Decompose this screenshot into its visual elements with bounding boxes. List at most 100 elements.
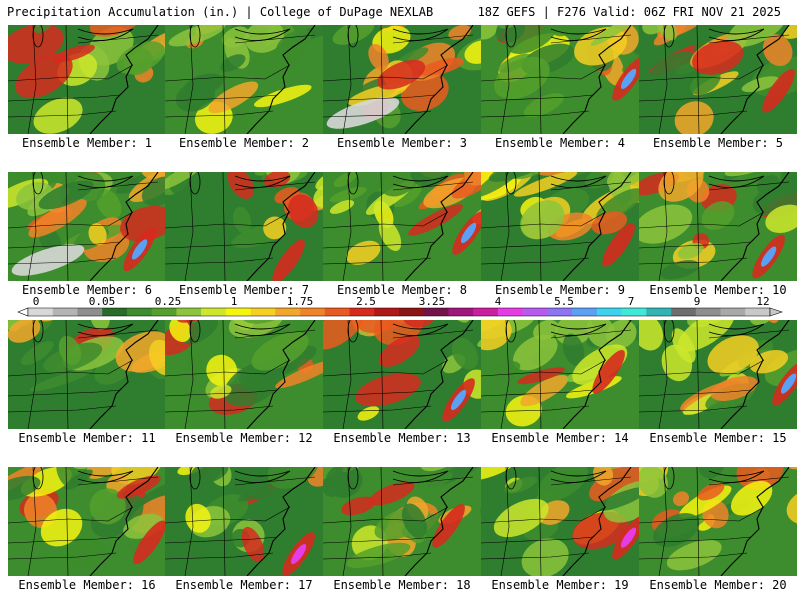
legend-swatch (152, 308, 177, 316)
member-caption: Ensemble Member: 2 (165, 136, 323, 150)
precipitation-map (481, 25, 639, 134)
legend-swatch (102, 308, 127, 316)
legend-swatch (226, 308, 251, 316)
precipitation-map (165, 467, 323, 576)
legend-swatch (77, 308, 102, 316)
legend-swatch (448, 308, 473, 316)
legend-swatch (325, 308, 350, 316)
legend-swatch (696, 308, 721, 316)
precipitation-map (8, 172, 166, 281)
ensemble-panel: Ensemble Member: 18 (323, 467, 481, 604)
legend-tick-label: 9 (694, 295, 701, 308)
legend-swatch (646, 308, 671, 316)
member-caption: Ensemble Member: 20 (639, 578, 797, 592)
legend-tick-label: 4 (495, 295, 502, 308)
precipitation-map (481, 320, 639, 429)
legend-tick-label: 12 (756, 295, 769, 308)
legend-swatch (424, 308, 449, 316)
legend-swatch (127, 308, 152, 316)
page-title: Precipitation Accumulation (in.) | Colle… (7, 5, 433, 19)
precipitation-map (639, 467, 797, 576)
ensemble-panel: Ensemble Member: 11 (8, 320, 166, 457)
precipitation-map (165, 172, 323, 281)
precipitation-map (481, 172, 639, 281)
legend-swatch (745, 308, 770, 316)
ensemble-panel: Ensemble Member: 3 (323, 25, 481, 162)
ensemble-panel: Ensemble Member: 13 (323, 320, 481, 457)
legend-swatch (53, 308, 78, 316)
member-caption: Ensemble Member: 3 (323, 136, 481, 150)
ensemble-panel: Ensemble Member: 12 (165, 320, 323, 457)
member-caption: Ensemble Member: 16 (8, 578, 166, 592)
precipitation-map (481, 467, 639, 576)
valid-time: 18Z GEFS | F276 Valid: 06Z FRI NOV 21 20… (478, 5, 781, 19)
legend-tick-label: 7 (628, 295, 635, 308)
ensemble-panel: Ensemble Member: 5 (639, 25, 797, 162)
legend-swatch (275, 308, 300, 316)
ensemble-panel: Ensemble Member: 10 (639, 172, 797, 309)
legend-swatch (374, 308, 399, 316)
legend-swatch (28, 308, 53, 316)
ensemble-panel: Ensemble Member: 4 (481, 25, 639, 162)
member-caption: Ensemble Member: 1 (8, 136, 166, 150)
legend-tick-label: 1 (231, 295, 238, 308)
legend-tick-label: 3.25 (419, 295, 446, 308)
member-caption: Ensemble Member: 4 (481, 136, 639, 150)
legend-swatch (622, 308, 647, 316)
legend-swatch (498, 308, 523, 316)
precipitation-map (165, 320, 323, 429)
precipitation-map (639, 320, 797, 429)
member-caption: Ensemble Member: 11 (8, 431, 166, 445)
legend-swatch (547, 308, 572, 316)
ensemble-panel: Ensemble Member: 19 (481, 467, 639, 604)
precipitation-map (8, 25, 166, 134)
ensemble-panel: Ensemble Member: 14 (481, 320, 639, 457)
legend-tick-label: 5.5 (554, 295, 574, 308)
ensemble-panel: Ensemble Member: 6 (8, 172, 166, 309)
precipitation-map (323, 25, 481, 134)
legend-swatch (721, 308, 746, 316)
ensemble-panel: Ensemble Member: 16 (8, 467, 166, 604)
member-caption: Ensemble Member: 17 (165, 578, 323, 592)
color-legend: 0 0.05 0.25 1 1.75 2.5 3.25 4 5.5 7 9 12 (0, 295, 800, 319)
member-caption: Ensemble Member: 5 (639, 136, 797, 150)
ensemble-panel: Ensemble Member: 8 (323, 172, 481, 309)
legend-tick-label: 0.05 (89, 295, 116, 308)
member-caption: Ensemble Member: 19 (481, 578, 639, 592)
legend-swatch (251, 308, 276, 316)
legend-swatch (597, 308, 622, 316)
legend-tick-label: 2.5 (356, 295, 376, 308)
ensemble-panel: Ensemble Member: 2 (165, 25, 323, 162)
legend-swatch (201, 308, 226, 316)
member-caption: Ensemble Member: 14 (481, 431, 639, 445)
legend-swatch (671, 308, 696, 316)
legend-swatch (572, 308, 597, 316)
precipitation-map (323, 172, 481, 281)
legend-swatch (176, 308, 201, 316)
legend-swatch (350, 308, 375, 316)
member-caption: Ensemble Member: 12 (165, 431, 323, 445)
header: Precipitation Accumulation (in.) | Colle… (0, 0, 800, 22)
legend-swatch (399, 308, 424, 316)
precipitation-map (165, 25, 323, 134)
legend-tick-label: 0 (33, 295, 40, 308)
member-caption: Ensemble Member: 15 (639, 431, 797, 445)
legend-tick-label: 0.25 (155, 295, 182, 308)
precipitation-map (8, 467, 166, 576)
member-caption: Ensemble Member: 13 (323, 431, 481, 445)
legend-swatch (473, 308, 498, 316)
ensemble-panel: Ensemble Member: 1 (8, 25, 166, 162)
ensemble-panel: Ensemble Member: 17 (165, 467, 323, 604)
legend-swatch (300, 308, 325, 316)
legend-colorbar (0, 305, 800, 319)
ensemble-panel: Ensemble Member: 9 (481, 172, 639, 309)
precipitation-map (323, 320, 481, 429)
ensemble-panel: Ensemble Member: 7 (165, 172, 323, 309)
ensemble-panel: Ensemble Member: 15 (639, 320, 797, 457)
precipitation-map (639, 25, 797, 134)
legend-tick-label: 1.75 (287, 295, 314, 308)
precipitation-map (8, 320, 166, 429)
precipitation-map (323, 467, 481, 576)
member-caption: Ensemble Member: 18 (323, 578, 481, 592)
legend-swatch (523, 308, 548, 316)
